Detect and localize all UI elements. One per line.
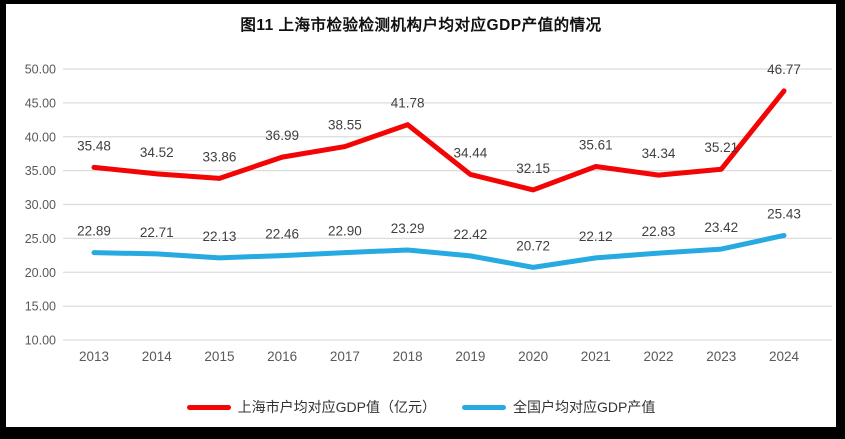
data-label: 34.52 [140,145,174,160]
y-axis-tick-label: 20.00 [25,266,56,280]
x-axis-tick-label: 2014 [142,349,173,364]
plot-area: 10.00 15.00 20.00 25.00 30.00 35.00 40.00 45.00… [25,62,832,364]
y-axis-tick-label: 15.00 [25,300,56,314]
chart-canvas: 图11 上海市检验检测机构户均对应GDP产值的情况 10.00 15.00 20.0… [6,4,836,427]
y-axis-tick-label: 45.00 [25,96,56,110]
data-label: 34.34 [642,146,676,161]
x-axis-tick-label: 2019 [455,349,485,364]
data-label: 22.42 [453,227,487,242]
data-label: 32.15 [516,161,550,176]
series-line-1 [91,232,787,270]
x-axis-tick-label: 2020 [518,349,548,364]
data-label: 35.61 [579,137,613,152]
x-axis-tick-label: 2017 [330,349,360,364]
x-axis-tick-label: 2016 [267,349,297,364]
data-label: 35.48 [77,138,111,153]
data-label: 41.78 [391,96,425,111]
x-axis-tick-label: 2023 [706,349,736,364]
y-axis-tick-label: 30.00 [25,198,56,212]
data-label: 33.86 [203,149,237,164]
legend-marker-national [462,404,506,410]
data-label: 23.29 [391,221,425,236]
x-axis-tick-label: 2021 [581,349,611,364]
data-label: 38.55 [328,118,362,133]
data-label: 22.90 [328,224,362,239]
legend-item-shanghai: 上海市户均对应GDP值（亿元） [186,397,436,417]
y-axis-tick-label: 35.00 [25,164,56,178]
x-axis-tick-label: 2022 [644,349,674,364]
chart-legend: 上海市户均对应GDP值（亿元） 全国户均对应GDP产值 [6,397,836,417]
y-axis-tick-label: 10.00 [25,334,56,348]
x-axis-tick-label: 2013 [79,349,109,364]
series-line-0 [91,88,787,193]
legend-label-shanghai: 上海市户均对应GDP值（亿元） [237,399,436,415]
data-label: 22.13 [203,229,237,244]
data-label: 46.77 [767,62,801,77]
legend-marker-shanghai [186,404,231,410]
data-label: 20.72 [516,238,550,253]
data-label: 25.43 [767,206,801,221]
data-label: 23.42 [704,220,738,235]
data-label: 36.99 [265,128,299,143]
data-label: 35.21 [704,140,738,155]
data-label: 22.83 [642,224,676,239]
data-label: 34.44 [453,145,487,160]
y-axis-tick-label: 25.00 [25,232,56,246]
data-label: 22.12 [579,229,613,244]
y-axis-tick-label: 50.00 [25,63,56,77]
data-label: 22.71 [140,225,174,240]
x-axis-tick-label: 2018 [393,349,423,364]
legend-label-national: 全国户均对应GDP产值 [513,399,656,415]
legend-item-national: 全国户均对应GDP产值 [462,397,655,417]
data-label: 22.89 [77,224,111,239]
data-label: 22.46 [265,227,299,242]
chart-title: 图11 上海市检验检测机构户均对应GDP产值的情况 [240,17,602,34]
y-axis-tick-label: 40.00 [25,130,56,144]
x-axis-tick-label: 2024 [769,349,800,364]
x-axis-tick-label: 2015 [204,349,234,364]
